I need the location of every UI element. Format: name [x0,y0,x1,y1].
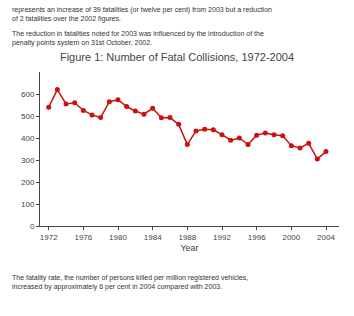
svg-text:1992: 1992 [213,233,231,242]
svg-text:The fatality rate, the number: The fatality rate, the number of persons… [12,274,248,291]
svg-text:500: 500 [21,112,35,121]
svg-text:The reduction in fatalities no: The reduction in fatalities noted for 20… [12,30,264,47]
svg-text:represents an increase of 39 f: represents an increase of 39 fatalities … [12,6,272,23]
svg-text:0: 0 [30,222,35,231]
svg-text:200: 200 [21,178,35,187]
svg-text:400: 400 [21,134,35,143]
svg-text:1996: 1996 [248,233,266,242]
svg-text:2004: 2004 [317,233,335,242]
svg-text:1976: 1976 [74,233,92,242]
svg-text:1972: 1972 [40,233,58,242]
svg-text:600: 600 [21,90,35,99]
svg-text:100: 100 [21,200,35,209]
svg-text:1988: 1988 [178,233,196,242]
svg-text:Year: Year [180,243,198,253]
svg-text:1980: 1980 [109,233,127,242]
svg-text:300: 300 [21,156,35,165]
svg-text:Figure 1: Number of Fatal Coll: Figure 1: Number of Fatal Collisions, 19… [60,51,294,63]
svg-text:2000: 2000 [282,233,300,242]
svg-text:1984: 1984 [144,233,162,242]
